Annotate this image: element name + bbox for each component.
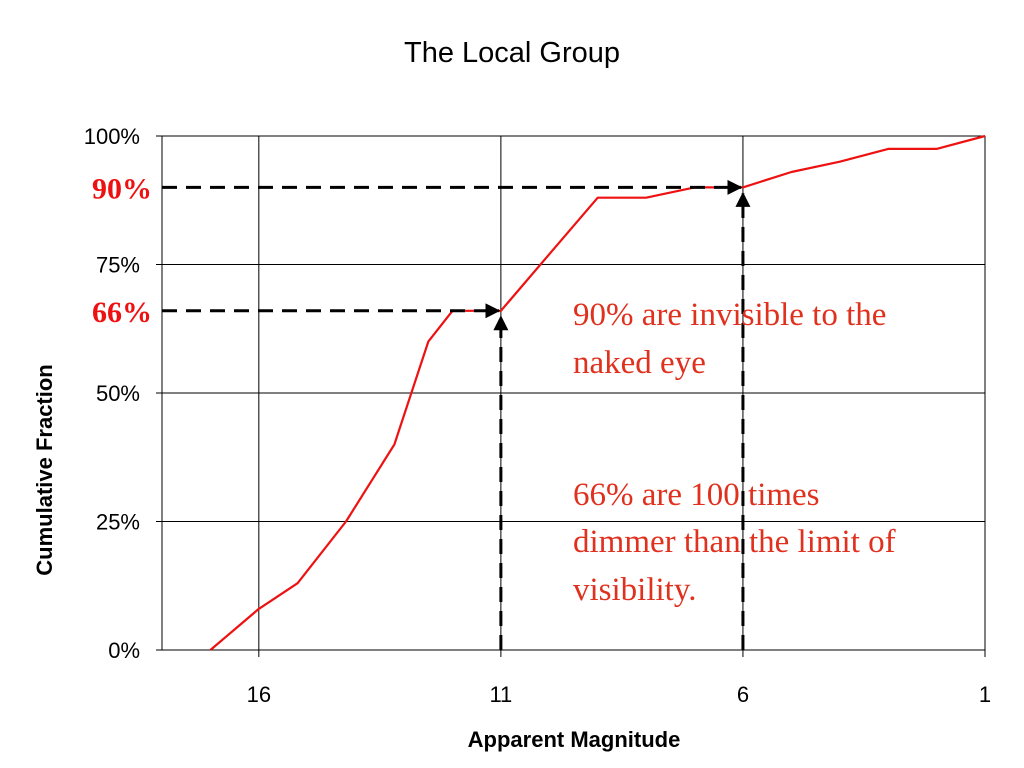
reference-label: 66%	[92, 296, 152, 329]
series-line-0	[209, 134, 986, 651]
series-layer	[209, 134, 986, 651]
annotation-dimmer-line-3: visibility.	[573, 572, 696, 608]
y-tick-label: 0%	[108, 638, 140, 663]
chart-title: The Local Group	[404, 37, 620, 69]
y-tick-label: 75%	[96, 253, 140, 278]
x-axis-title: Apparent Magnitude	[468, 727, 681, 752]
x-tick-label: 1	[979, 682, 991, 707]
x-tick-label: 11	[489, 682, 512, 707]
y-tick-label: 100%	[84, 124, 140, 149]
reference-lines: 66% 90%	[92, 172, 751, 650]
annotation-invisible-line-2: naked eye	[573, 345, 706, 381]
annotation-dimmer-line-1: 66% are 100 times	[573, 477, 820, 513]
y-tick-label: 50%	[96, 381, 140, 406]
annotation-dimmer-line-2: dimmer than the limit of	[573, 524, 896, 560]
x-tick-label: 16	[247, 682, 271, 707]
annotation-invisible-line-1: 90% are invisible to the	[573, 297, 886, 333]
x-tick-labels: 16 11 6 1	[247, 682, 992, 707]
x-tick-label: 6	[737, 682, 749, 707]
grid	[162, 135, 986, 650]
y-axis-title: Cumulative Fraction	[32, 364, 57, 575]
annotation-invisible: 90% are invisible to the naked eye	[573, 297, 886, 381]
y-tick-labels: 0% 25% 50% 75% 100%	[84, 124, 140, 663]
y-tick-label: 25%	[96, 510, 140, 535]
annotation-dimmer: 66% are 100 times dimmer than the limit …	[573, 477, 896, 608]
axes	[156, 135, 986, 657]
reference-label: 90%	[92, 172, 152, 205]
